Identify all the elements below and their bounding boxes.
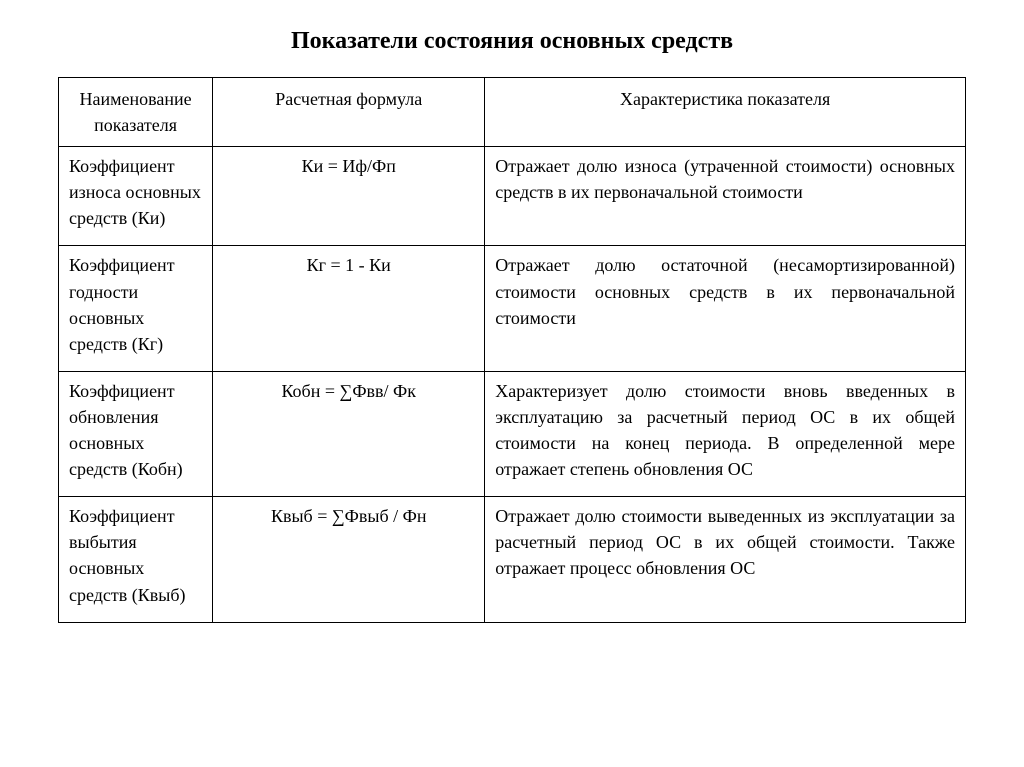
cell-name: Коэффициент годности основных средств (К… [59,246,213,371]
cell-name: Коэффициент обновления основных средств … [59,371,213,496]
table-row: Коэффициент выбытия основных средств (Кв… [59,497,966,622]
cell-description: Отражает долю остаточной (несамортизиров… [485,246,966,371]
header-name: Наименование показателя [59,78,213,147]
cell-name: Коэффициент выбытия основных средств (Кв… [59,497,213,622]
table-row: Коэффициент годности основных средств (К… [59,246,966,371]
page-title: Показатели состояния основных средств [58,28,966,55]
page-container: Показатели состояния основных средств На… [0,0,1024,643]
cell-description: Отражает долю стоимости выведенных из эк… [485,497,966,622]
cell-description: Характеризует долю стоимости вновь введе… [485,371,966,496]
table-row: Коэффициент обновления основных средств … [59,371,966,496]
table-row: Коэффициент износа основных средств (Ки)… [59,147,966,246]
header-description: Характеристика показателя [485,78,966,147]
cell-name: Коэффициент износа основных средств (Ки) [59,147,213,246]
cell-description: Отражает долю износа (утраченной стоимос… [485,147,966,246]
table-header-row: Наименование показателя Расчетная формул… [59,78,966,147]
header-formula: Расчетная формула [213,78,485,147]
cell-formula: Ки = Иф/Фп [213,147,485,246]
cell-formula: Квыб = ∑Фвыб / Фн [213,497,485,622]
cell-formula: Кг = 1 - Ки [213,246,485,371]
cell-formula: Кобн = ∑Фвв/ Фк [213,371,485,496]
indicators-table: Наименование показателя Расчетная формул… [58,77,966,623]
